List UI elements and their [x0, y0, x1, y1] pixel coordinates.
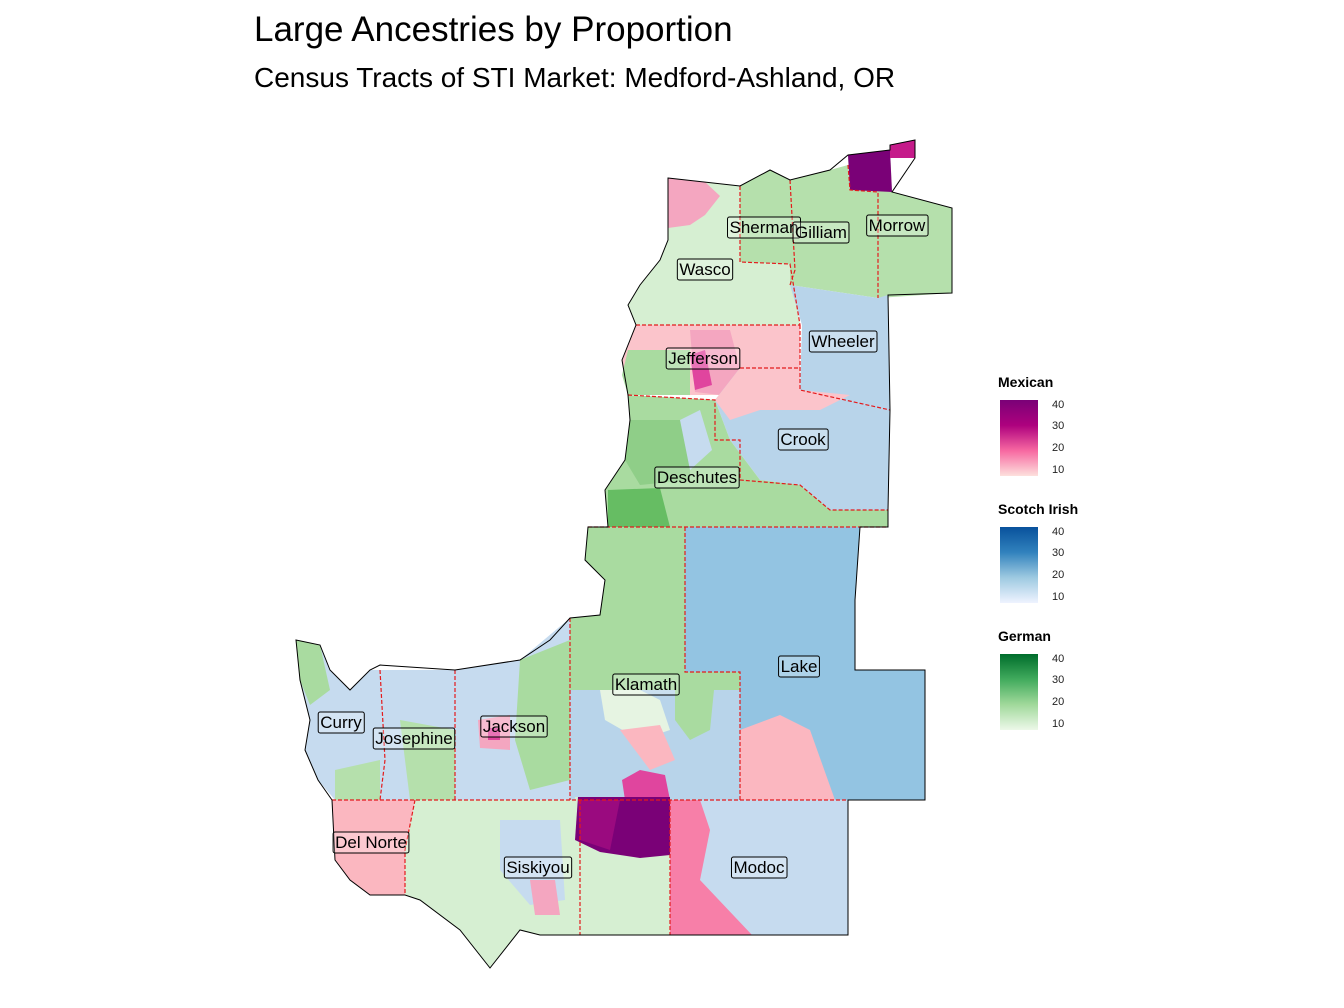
- legend-tick: 10: [1052, 591, 1065, 603]
- county-label-text: Modoc: [733, 858, 785, 877]
- modoc-region: [670, 800, 848, 935]
- legend-color-bar: [1000, 400, 1038, 476]
- klamath-region: [570, 527, 740, 800]
- crook-region: [715, 368, 890, 510]
- siskiyou-region: [405, 800, 580, 968]
- county-label-text: Jefferson: [668, 349, 738, 368]
- siskiyou-east-region: [575, 797, 670, 935]
- legend-tick: 40: [1052, 526, 1065, 538]
- county-label-text: Jackson: [483, 717, 545, 736]
- county-label-morrow: Morrow: [866, 214, 929, 237]
- curry-region: [296, 640, 385, 800]
- county-borders: [332, 164, 891, 935]
- county-label-siskiyou: Siskiyou: [503, 856, 573, 879]
- del-norte-region: [332, 800, 415, 895]
- county-label-wheeler: Wheeler: [808, 330, 878, 353]
- legend-color-bar: [1000, 654, 1038, 730]
- wheeler-region: [790, 285, 890, 410]
- legend-tick: 10: [1052, 718, 1065, 730]
- county-label-wasco: Wasco: [676, 258, 734, 281]
- county-label-deschutes: Deschutes: [654, 466, 740, 489]
- legend-title: German: [998, 628, 1051, 644]
- county-label-text: Crook: [780, 430, 826, 449]
- county-label-text: Del Norte: [335, 833, 407, 852]
- legend-tick: 30: [1052, 420, 1065, 432]
- legend-tick: 30: [1052, 674, 1065, 686]
- legend-mexican: Mexican 40 30 20 10: [998, 374, 1108, 478]
- map-title: Large Ancestries by Proportion: [254, 10, 733, 49]
- sherman-gilliam-region: [740, 165, 878, 298]
- market-outline: [295, 139, 953, 969]
- county-label-gilliam: Gilliam: [792, 221, 850, 244]
- lake-region: [685, 527, 925, 800]
- county-label-text: Josephine: [375, 729, 453, 748]
- county-label-josephine: Josephine: [372, 727, 456, 750]
- county-label-text: Gilliam: [795, 223, 847, 242]
- legend-scotch-irish: Scotch Irish 40 30 20 10: [998, 501, 1108, 605]
- legend-tick: 20: [1052, 442, 1065, 454]
- county-label-text: Curry: [320, 713, 362, 732]
- county-label-text: Wheeler: [811, 332, 875, 351]
- deschutes-region: [605, 395, 888, 527]
- josephine-region: [380, 670, 455, 800]
- morrow-region: [848, 140, 952, 298]
- county-label-jackson: Jackson: [480, 715, 548, 738]
- county-label-text: Klamath: [615, 675, 677, 694]
- county-label-text: Sherman: [730, 218, 799, 237]
- map-subtitle: Census Tracts of STI Market: Medford-Ash…: [254, 62, 896, 93]
- legend-tick: 40: [1052, 399, 1065, 411]
- legend-tick: 20: [1052, 569, 1065, 581]
- jefferson-region: [622, 325, 800, 395]
- county-label-jefferson: Jefferson: [665, 347, 741, 370]
- county-label-text: Wasco: [679, 260, 730, 279]
- legend-tick: 40: [1052, 653, 1065, 665]
- legend-german: German 40 30 20 10: [998, 628, 1108, 732]
- legend-tick: 10: [1052, 464, 1065, 476]
- county-label-crook: Crook: [777, 428, 829, 451]
- county-label-modoc: Modoc: [730, 856, 788, 879]
- legend-tick: 20: [1052, 696, 1065, 708]
- legend-tick: 30: [1052, 547, 1065, 559]
- county-label-del-norte: Del Norte: [332, 831, 410, 854]
- county-label-text: Siskiyou: [506, 858, 569, 877]
- wasco-region: [628, 178, 800, 325]
- legend-title: Mexican: [998, 374, 1054, 390]
- legend-color-bar: [1000, 527, 1038, 603]
- county-label-klamath: Klamath: [612, 673, 680, 696]
- county-label-sherman: Sherman: [727, 216, 801, 239]
- legend-title: Scotch Irish: [998, 501, 1079, 517]
- county-label-text: Morrow: [869, 216, 926, 235]
- jackson-region: [455, 618, 570, 800]
- county-label-text: Lake: [781, 657, 818, 676]
- county-label-lake: Lake: [778, 655, 820, 678]
- county-label-text: Deschutes: [657, 468, 737, 487]
- county-label-curry: Curry: [317, 711, 365, 734]
